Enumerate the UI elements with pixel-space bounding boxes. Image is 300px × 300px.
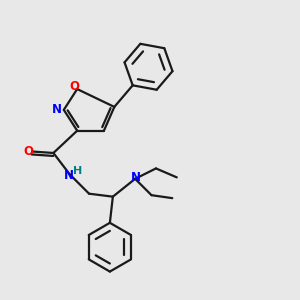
Text: N: N xyxy=(64,169,74,182)
Text: O: O xyxy=(23,145,33,158)
Text: O: O xyxy=(70,80,80,93)
Text: H: H xyxy=(74,166,83,176)
Text: N: N xyxy=(131,171,141,184)
Text: N: N xyxy=(52,103,62,116)
